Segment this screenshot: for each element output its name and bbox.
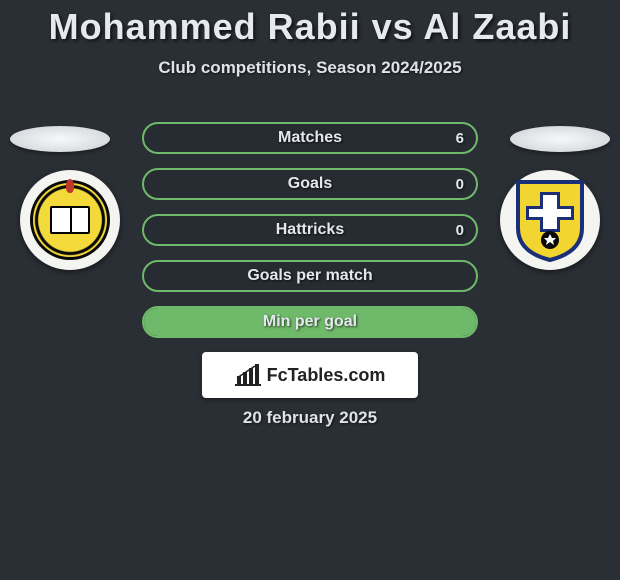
stat-label: Min per goal [144,308,476,336]
stat-label: Goals [144,170,476,198]
player-left-name-plate [10,126,110,152]
bar-chart-icon [235,364,261,386]
stats-container: Matches 6 Goals 0 Hattricks 0 Goals per … [142,122,478,352]
stat-label: Hattricks [144,216,476,244]
stat-value-right: 0 [456,216,464,244]
stat-row: Goals per match [142,260,478,292]
brand-text: FcTables.com [267,365,386,386]
player-left-crest [20,170,120,270]
stat-row: Min per goal [142,306,478,338]
brand-badge: FcTables.com [202,352,418,398]
stat-value-right: 6 [456,124,464,152]
player-right-name-plate [510,126,610,152]
crest-right-icon [514,178,586,262]
date-text: 20 february 2025 [0,408,620,428]
stat-row: Hattricks 0 [142,214,478,246]
stat-value-right: 0 [456,170,464,198]
stat-row: Matches 6 [142,122,478,154]
page-title: Mohammed Rabii vs Al Zaabi [0,0,620,48]
player-right-crest [500,170,600,270]
stat-label: Goals per match [144,262,476,290]
page-subtitle: Club competitions, Season 2024/2025 [0,58,620,78]
crest-left-icon [30,180,110,260]
stat-label: Matches [144,124,476,152]
stat-row: Goals 0 [142,168,478,200]
